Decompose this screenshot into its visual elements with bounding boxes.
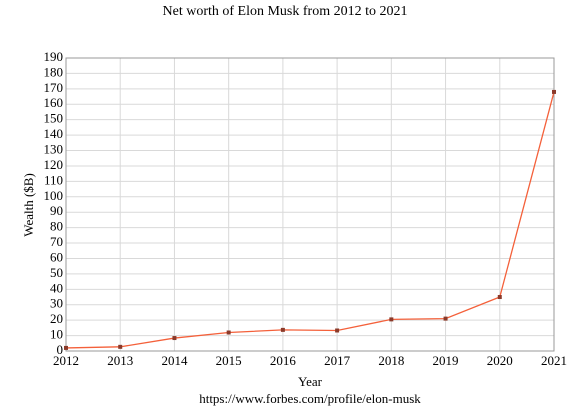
x-tick-label: 2013 [107,353,133,368]
x-axis-label: Year [298,374,323,389]
point [552,89,556,94]
x-tick-label: 2016 [270,353,297,368]
point [226,330,231,335]
y-tick-label: 40 [50,280,63,295]
y-tick-label: 170 [44,80,64,95]
y-tick-label: 30 [50,296,63,311]
point [335,328,340,333]
point [118,344,123,349]
point [172,336,177,341]
point [280,327,285,332]
y-tick-label: 120 [44,157,64,172]
caption: https://www.forbes.com/profile/elon-musk [199,391,421,406]
point [64,345,68,350]
x-tick-label: 2017 [324,353,351,368]
x-tick-label: 2020 [487,353,513,368]
y-tick-label: 10 [50,327,63,342]
x-tick-label: 2014 [161,353,188,368]
y-tick-label: 110 [44,172,63,187]
line [65,91,555,349]
y-tick-label: 80 [50,219,63,234]
y-tick-label: 140 [44,126,64,141]
x-tick-label: 2018 [378,353,404,368]
point [497,295,502,300]
y-tick-label: 190 [44,49,64,64]
plot-frame [65,57,555,352]
point [389,317,394,322]
y-tick-label: 160 [44,95,64,110]
y-tick-label: 150 [44,111,64,126]
y-tick-label: 60 [50,249,63,264]
y-tick-label: 50 [50,265,63,280]
y-tick-label: 180 [44,64,64,79]
y-tick-label: 130 [44,142,64,157]
y-tick-label: 0 [57,342,64,357]
x-tick-label: 2015 [216,353,242,368]
x-tick-label: 2021 [541,353,567,368]
y-tick-label: 90 [50,203,63,218]
point [443,316,448,321]
y-tick-label: 70 [50,234,63,249]
y-axis-label: Wealth ($B) [21,173,36,237]
y-tick-label: 20 [50,311,63,326]
x-tick-label: 2019 [433,353,459,368]
x-tick-label: 2012 [53,353,79,368]
y-tick-label: 100 [44,188,64,203]
chart-title: Net worth of Elon Musk from 2012 to 2021 [163,4,408,19]
